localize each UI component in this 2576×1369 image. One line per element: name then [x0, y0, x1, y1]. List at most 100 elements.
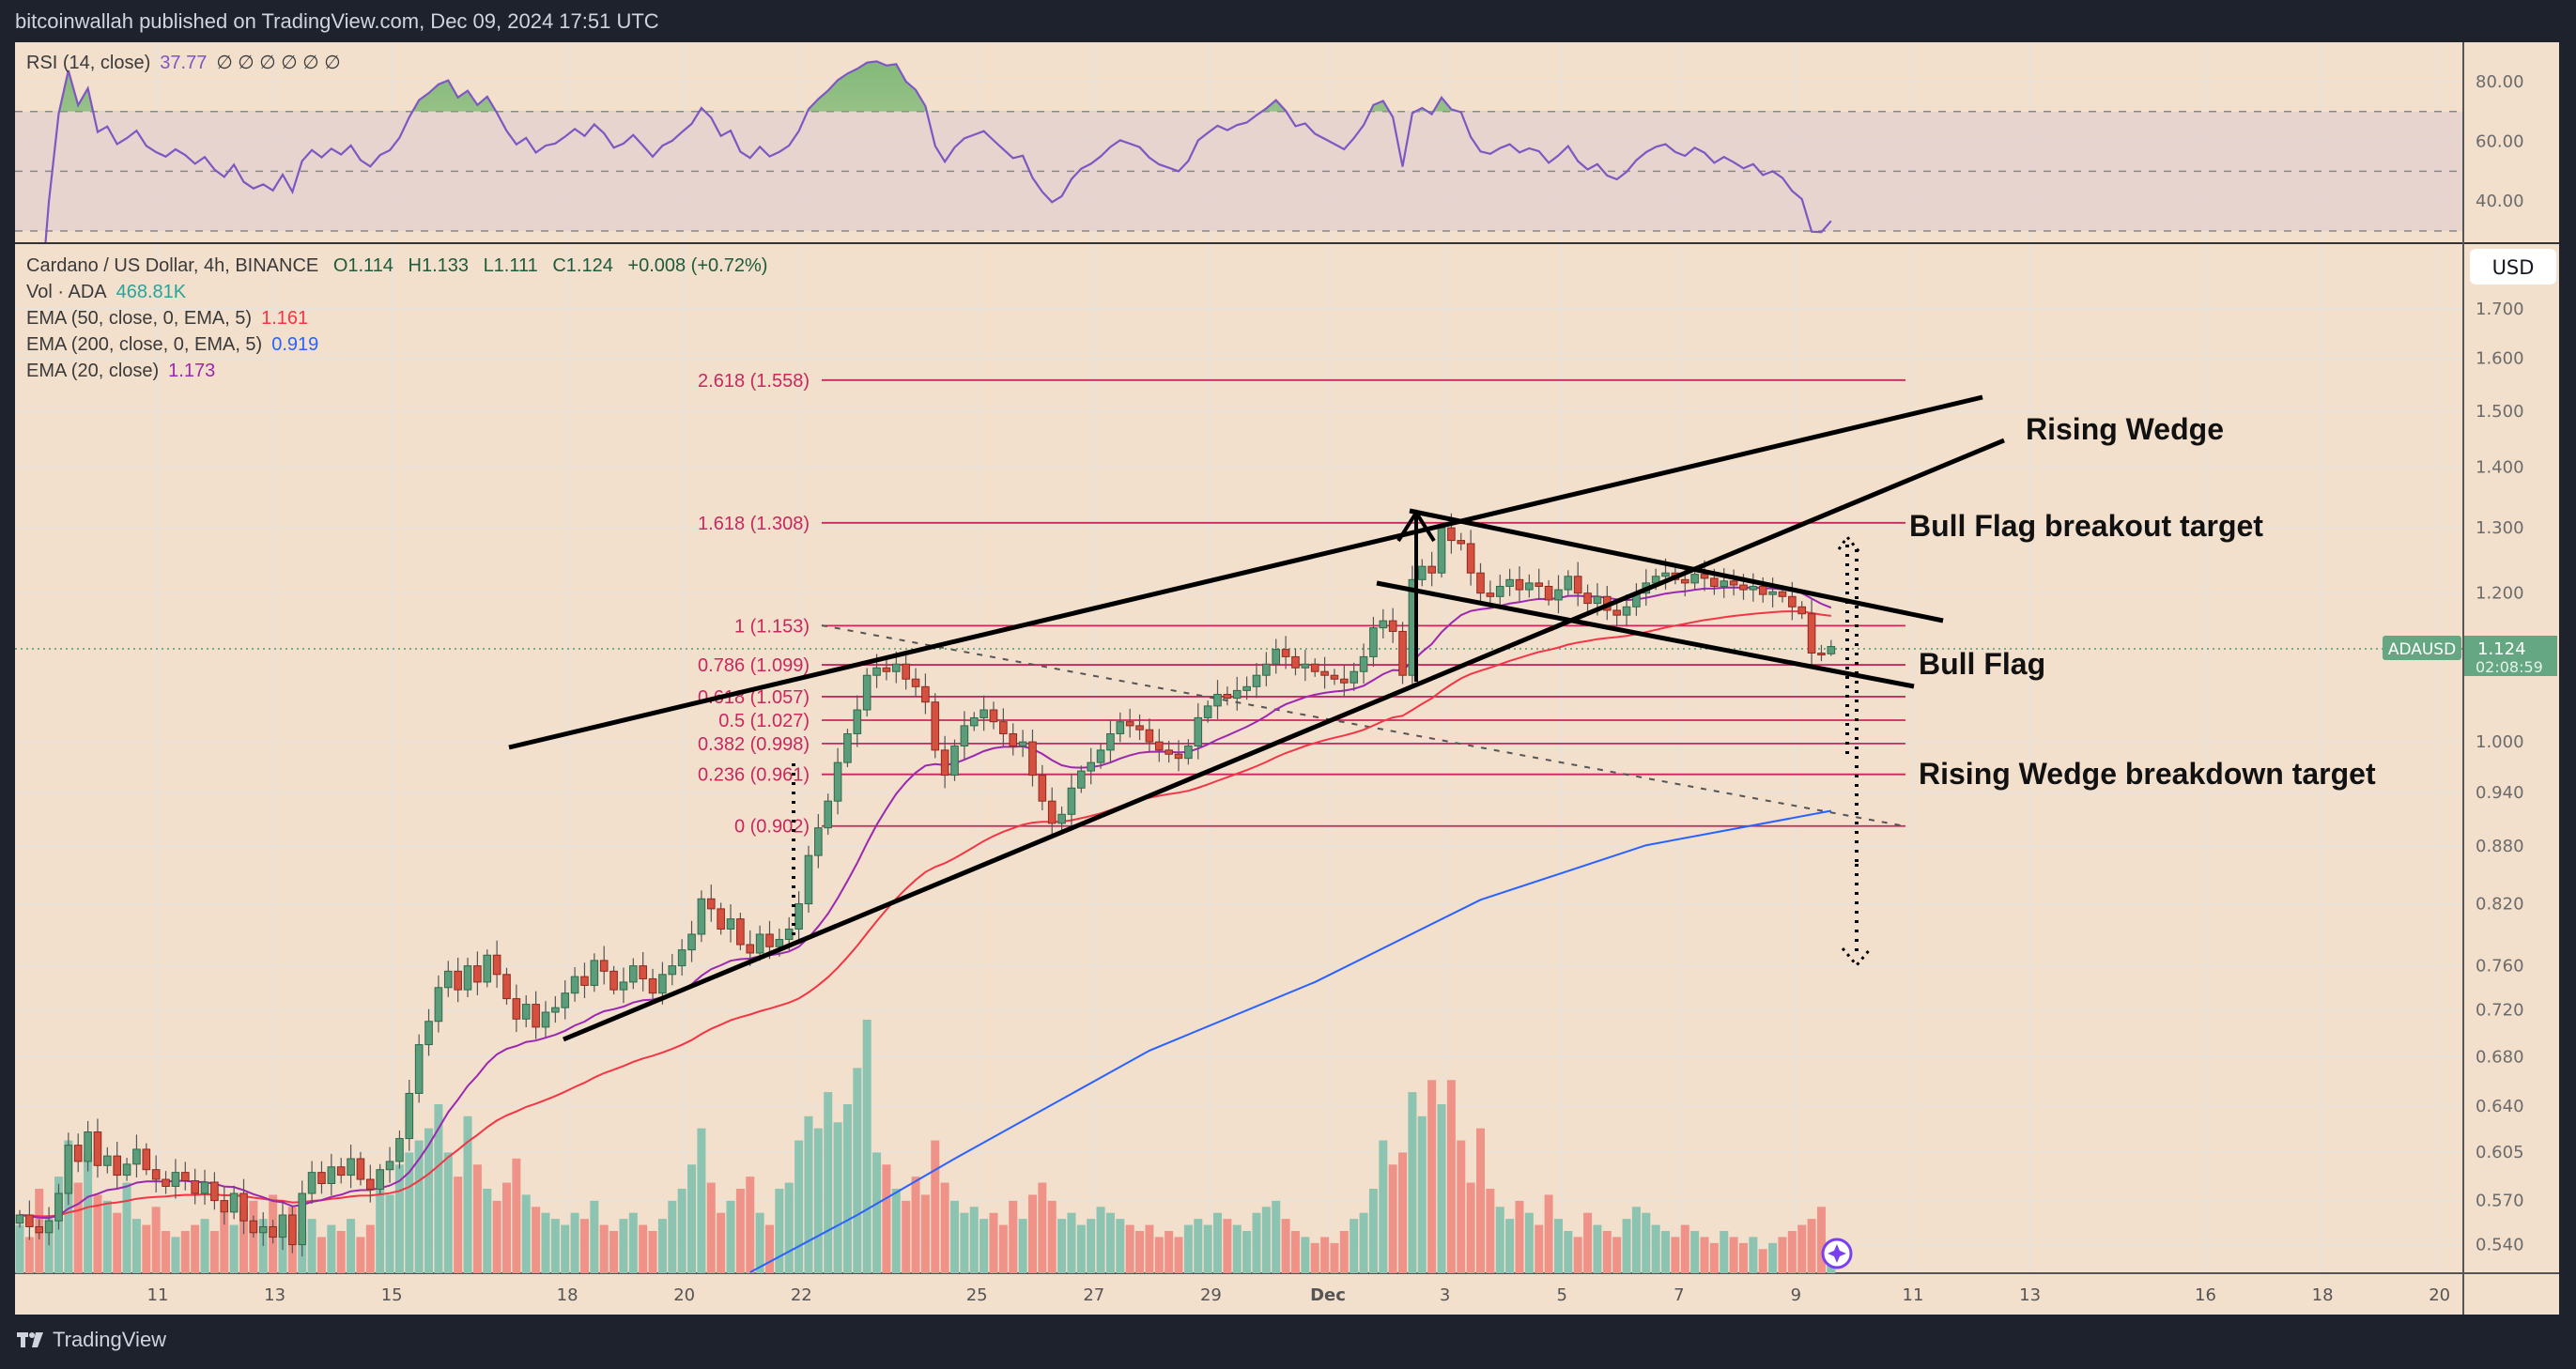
volume-bar [1671, 1237, 1680, 1273]
time-tick-label: 11 [1903, 1285, 1924, 1305]
candle-up [376, 1169, 384, 1190]
candle-down [1009, 732, 1018, 746]
volume-bar [1379, 1140, 1388, 1273]
candle-down [1174, 753, 1183, 760]
time-tick-label: 22 [791, 1285, 812, 1305]
bull-flag-label[interactable]: Bull Flag [1919, 647, 2045, 681]
price-tick-label: 0.720 [2476, 1001, 2524, 1021]
rsi-tick-label: 60.00 [2476, 132, 2524, 152]
volume-legend[interactable]: Vol · ADA 468.81K [26, 282, 195, 303]
publisher-line: bitcoinwallah published on TradingView.c… [15, 9, 659, 33]
flagpole-arrow[interactable] [1396, 509, 1436, 682]
rsi-tick-label: 40.00 [2476, 192, 2524, 211]
candle-down [940, 749, 949, 777]
volume-bar [1027, 1194, 1037, 1273]
volume-bar [1768, 1242, 1778, 1273]
volume-bar [872, 1152, 882, 1273]
volume-bar [1709, 1242, 1719, 1273]
ema50-legend[interactable]: EMA (50, close, 0, EMA, 5) 1.161 [26, 308, 317, 330]
bull-flag-target-label[interactable]: Bull Flag breakout target [1909, 509, 2263, 543]
candle-down [1447, 527, 1456, 542]
volume-bar [862, 1020, 872, 1273]
candle-up [1077, 770, 1086, 789]
candle-up [843, 732, 852, 763]
candle-up [463, 965, 472, 991]
candle-down [580, 976, 589, 986]
volume-bar [1359, 1212, 1368, 1273]
candle-up [824, 800, 833, 829]
volume-bar [209, 1231, 219, 1273]
volume-bar [336, 1231, 346, 1273]
rising-wedge-lower-line[interactable] [563, 438, 2005, 1042]
tradingview-logo[interactable]: TradingView [17, 1328, 166, 1352]
ema200-legend[interactable]: EMA (200, close, 0, EMA, 5) 0.919 [26, 334, 328, 356]
candle-down [765, 933, 774, 947]
candle-up [1564, 576, 1573, 591]
fib-retracement[interactable]: 2.618 (1.558) 1.618 (1.308) 1 (1.153) 0.786… [698, 371, 1905, 838]
candle-up [434, 987, 443, 1023]
candle-up [1359, 655, 1368, 672]
volume-bar [969, 1207, 979, 1273]
bull-flag-target-projection[interactable] [1837, 534, 1861, 761]
volume-bar [1009, 1200, 1018, 1273]
candle-down [1125, 721, 1134, 727]
volume-bar [570, 1212, 579, 1273]
price-axis[interactable]: 1.700 1.600 1.500 1.400 1.300 1.200 1.000 0.940… [2476, 300, 2524, 1255]
symbol-tag: ADAUSD [2388, 640, 2456, 659]
fib-level-label: 0.236 (0.961) [698, 765, 810, 786]
candle-up [1262, 663, 1271, 676]
candle-up [687, 933, 696, 951]
volume-bar [677, 1189, 686, 1273]
volume-bar [989, 1212, 998, 1273]
volume-bar [84, 1152, 93, 1273]
candle-up [541, 1011, 550, 1028]
ohlc-close: C1.124 [552, 255, 613, 276]
volume-bar [229, 1224, 239, 1273]
time-axis[interactable]: 11 13 15 18 20 22 25 27 29 Dec 3 5 7 9 11 13 16 18 20 [147, 1285, 2451, 1305]
volume-bar [784, 1182, 794, 1273]
volume-bar [1087, 1219, 1096, 1273]
volume-bar [365, 1224, 375, 1273]
price-tick-label: 1.600 [2476, 349, 2524, 369]
rising-wedge-label[interactable]: Rising Wedge [2026, 412, 2224, 446]
volume-bar [1427, 1080, 1437, 1273]
candle-up [385, 1161, 394, 1171]
volume-bar [463, 1115, 472, 1273]
candle-down [1710, 577, 1719, 587]
volume-bar [746, 1177, 755, 1273]
volume-bar [405, 1152, 414, 1273]
volume-bar [1466, 1182, 1475, 1273]
candle-down [599, 960, 609, 972]
volume-bar [347, 1219, 356, 1273]
bull-flag-upper-line[interactable] [1409, 508, 1944, 623]
volume-bar [1320, 1237, 1330, 1273]
price-tick-label: 0.640 [2476, 1097, 2524, 1116]
currency-button[interactable]: USD [2470, 249, 2556, 285]
volume-bar [794, 1140, 804, 1273]
volume-bar [64, 1140, 73, 1273]
price-tick-label: 0.680 [2476, 1047, 2524, 1067]
candle-up [1593, 595, 1602, 605]
candle-down [1739, 584, 1748, 591]
sparkle-icon[interactable] [1821, 1238, 1853, 1269]
candle-down [1330, 674, 1339, 680]
candle-down [1817, 653, 1826, 656]
time-tick-label: 9 [1791, 1285, 1801, 1305]
price-tick-label: 0.940 [2476, 783, 2524, 803]
rising-wedge-upper-line[interactable] [508, 394, 1983, 750]
symbol-legend[interactable]: Cardano / US Dollar, 4h, BINANCE O1.114 … [26, 255, 777, 277]
rsi-legend[interactable]: RSI (14, close) 37.77 ∅ ∅ ∅ ∅ ∅ ∅ [26, 51, 350, 74]
volume-bar [1330, 1242, 1339, 1273]
bull-flag-lower-line[interactable] [1376, 580, 1915, 689]
candle-up [590, 960, 599, 986]
price-tick-label: 0.605 [2476, 1143, 2524, 1162]
wedge-target-projection[interactable] [1841, 549, 1873, 968]
candle-down [1398, 630, 1407, 676]
ema20-legend[interactable]: EMA (20, close) 1.173 [26, 361, 224, 382]
time-tick-label: 16 [2195, 1285, 2216, 1305]
wedge-target-label[interactable]: Rising Wedge breakdown target [1919, 757, 2376, 791]
ema200-line [749, 809, 1832, 1273]
candle-down [162, 1178, 170, 1187]
rsi-axis[interactable]: 80.00 60.00 40.00 [2476, 72, 2524, 211]
